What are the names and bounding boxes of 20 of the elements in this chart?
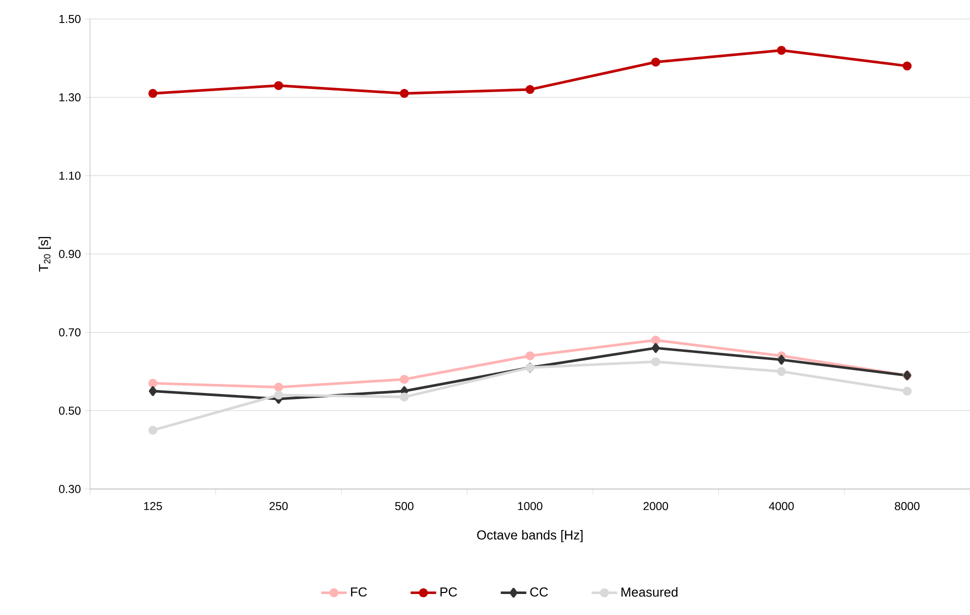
y-tick-label: 1.10 [59, 172, 81, 180]
y-tick-label: 0.30 [59, 484, 81, 494]
x-tick-label: 500 [395, 502, 414, 510]
x-tick-label: 8000 [894, 502, 920, 510]
x-tick-label: 2000 [644, 502, 668, 510]
y-tick-label: 1.50 [59, 14, 81, 24]
legend-label: CC [530, 587, 548, 597]
x-tick-label: 250 [270, 502, 288, 510]
x-tick-label: 4000 [768, 502, 794, 510]
legend-label: Measured [622, 587, 678, 597]
y-tick-label: 1.30 [59, 93, 81, 102]
y-tick-label: 0.90 [59, 250, 81, 258]
x-tick-label: 1000 [518, 502, 542, 510]
legend-label: FC [351, 587, 367, 597]
x-tick-label: 125 [144, 502, 162, 510]
y-tick-label: 0.50 [59, 406, 81, 415]
y-axis-title: T$_{20}$ [s] [38, 236, 51, 272]
x-axis-title: Octave bands [Hz] [477, 530, 583, 542]
legend-label: PC [440, 587, 457, 597]
y-tick-label: 0.70 [59, 328, 81, 336]
